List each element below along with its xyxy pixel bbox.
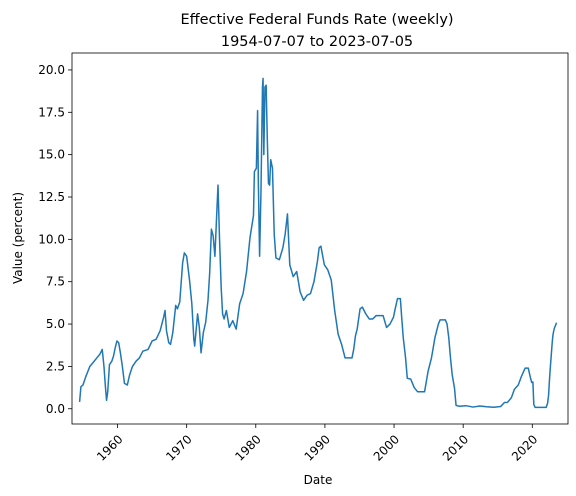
y-tick-label: 2.5	[46, 359, 65, 373]
x-tick-label: 2020	[509, 432, 540, 463]
plot-frame	[71, 52, 569, 425]
x-tick-label: 1980	[232, 432, 263, 463]
y-tick-label: 17.5	[38, 105, 65, 119]
x-tick-label: 1970	[163, 432, 194, 463]
y-tick-label: 7.5	[46, 275, 65, 289]
chart-title: Effective Federal Funds Rate (weekly)	[180, 12, 453, 28]
series-line	[78, 77, 558, 409]
x-tick-label: 2010	[440, 432, 471, 463]
y-tick-label: 0.0	[46, 402, 65, 416]
y-tick-label: 10.0	[38, 232, 65, 246]
y-axis-label: Value (percent)	[11, 192, 25, 284]
y-tick-label: 12.5	[38, 190, 65, 204]
y-axis: 0.0 2.5 5.0 7.5 10.0 12.5 15.0 17.5 20.0	[38, 63, 72, 416]
chart-subtitle: 1954-07-07 to 2023-07-05	[221, 34, 413, 50]
x-tick-label: 1960	[94, 432, 125, 463]
x-tick-label: 2000	[371, 432, 402, 463]
y-tick-label: 20.0	[38, 63, 65, 77]
x-axis-label: Date	[304, 473, 333, 487]
x-tick-label: 1990	[302, 432, 333, 463]
y-tick-label: 15.0	[38, 148, 65, 162]
x-axis: 1960 1970 1980 1990 2000 2010 2020	[94, 424, 540, 464]
y-tick-label: 5.0	[46, 317, 65, 331]
